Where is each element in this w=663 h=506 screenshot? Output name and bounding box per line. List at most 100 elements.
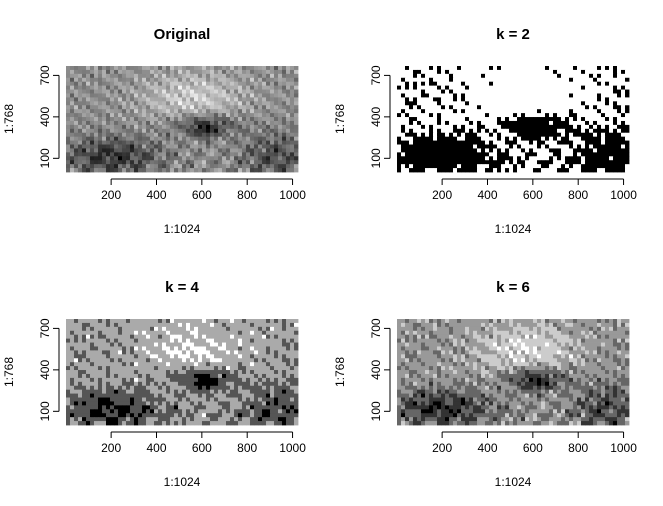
image-cell (413, 152, 418, 157)
image-cell (234, 152, 239, 157)
image-cell (258, 366, 263, 371)
image-cell (234, 97, 239, 102)
image-cell (266, 330, 271, 336)
image-cell (66, 105, 71, 110)
image-cell (178, 132, 183, 138)
image-cell (425, 85, 430, 90)
image-cell (110, 334, 115, 340)
image-cell (461, 330, 466, 336)
image-cell (90, 421, 95, 426)
image-cell (433, 156, 438, 161)
image-cell (142, 354, 147, 359)
image-cell (465, 152, 470, 157)
image-cell (178, 373, 183, 379)
image-cell (569, 152, 574, 157)
image-cell (146, 362, 151, 367)
image-cell (118, 405, 123, 410)
image-cell (86, 377, 91, 383)
image-cell (601, 120, 606, 126)
image-cell (294, 350, 299, 355)
image-cell (625, 81, 630, 87)
image-cell (537, 319, 542, 324)
image-cell (106, 66, 111, 71)
image-cell (290, 164, 295, 169)
image-cell (294, 101, 299, 106)
image-cell (561, 97, 566, 102)
image-cell (266, 117, 271, 122)
image-cell (573, 168, 578, 173)
image-cell (278, 362, 283, 367)
image-cell (82, 319, 87, 324)
image-cell (162, 397, 167, 402)
image-cell (569, 117, 574, 122)
image-cell (573, 132, 578, 138)
image-cell (457, 326, 462, 332)
image-cell (230, 124, 235, 130)
image-cell (545, 69, 550, 75)
image-cell (226, 140, 231, 145)
image-cell (569, 319, 574, 324)
image-cell (190, 101, 195, 106)
image-cell (178, 152, 183, 157)
image-cell (134, 77, 139, 83)
image-cell (613, 330, 618, 336)
image-cell (505, 136, 510, 141)
image-cell (174, 128, 179, 134)
image-cell (118, 346, 123, 351)
image-cell (601, 148, 606, 153)
image-cell (206, 132, 211, 138)
image-cell (142, 389, 147, 394)
image-cell (194, 168, 199, 173)
image-cell (609, 326, 614, 332)
image-cell (246, 85, 251, 90)
image-cell (158, 405, 163, 410)
image-cell (190, 69, 195, 75)
image-cell (118, 97, 123, 102)
image-cell (413, 93, 418, 98)
image-cell (577, 101, 582, 106)
image-cell (274, 73, 279, 79)
image-cell (465, 69, 470, 75)
image-cell (214, 69, 219, 75)
image-cell (194, 89, 199, 94)
image-cell (262, 81, 267, 87)
image-cell (66, 409, 71, 414)
image-cell (102, 117, 107, 122)
image-cell (86, 136, 91, 141)
image-cell (106, 132, 111, 138)
image-cell (126, 66, 131, 71)
image-cell (589, 144, 594, 149)
image-cell (142, 144, 147, 149)
image-cell (106, 338, 111, 343)
image-cell (609, 97, 614, 102)
image-cell (262, 152, 267, 157)
image-cell (146, 128, 151, 134)
image-cell (198, 109, 203, 114)
image-cell (290, 370, 295, 375)
image-cell (94, 381, 99, 387)
image-cell (190, 160, 195, 165)
image-cell (126, 160, 131, 165)
image-cell (401, 148, 406, 153)
image-cell (78, 397, 83, 402)
image-cell (417, 136, 422, 141)
image-cell (198, 330, 203, 336)
image-cell (166, 381, 171, 387)
image-cell (198, 417, 203, 422)
image-cell (613, 322, 618, 328)
image-cell (146, 97, 151, 102)
image-cell (501, 152, 506, 157)
image-cell (114, 362, 119, 367)
image-cell (150, 132, 155, 138)
image-cell (138, 120, 143, 126)
image-cell (521, 66, 526, 71)
image-cell (421, 319, 426, 324)
image-cell (102, 164, 107, 169)
image-cell (294, 366, 299, 371)
image-cell (290, 421, 295, 426)
image-cell (166, 401, 171, 406)
image-cell (449, 322, 454, 328)
image-cell (270, 105, 275, 110)
image-cell (198, 405, 203, 410)
image-cell (493, 66, 498, 71)
